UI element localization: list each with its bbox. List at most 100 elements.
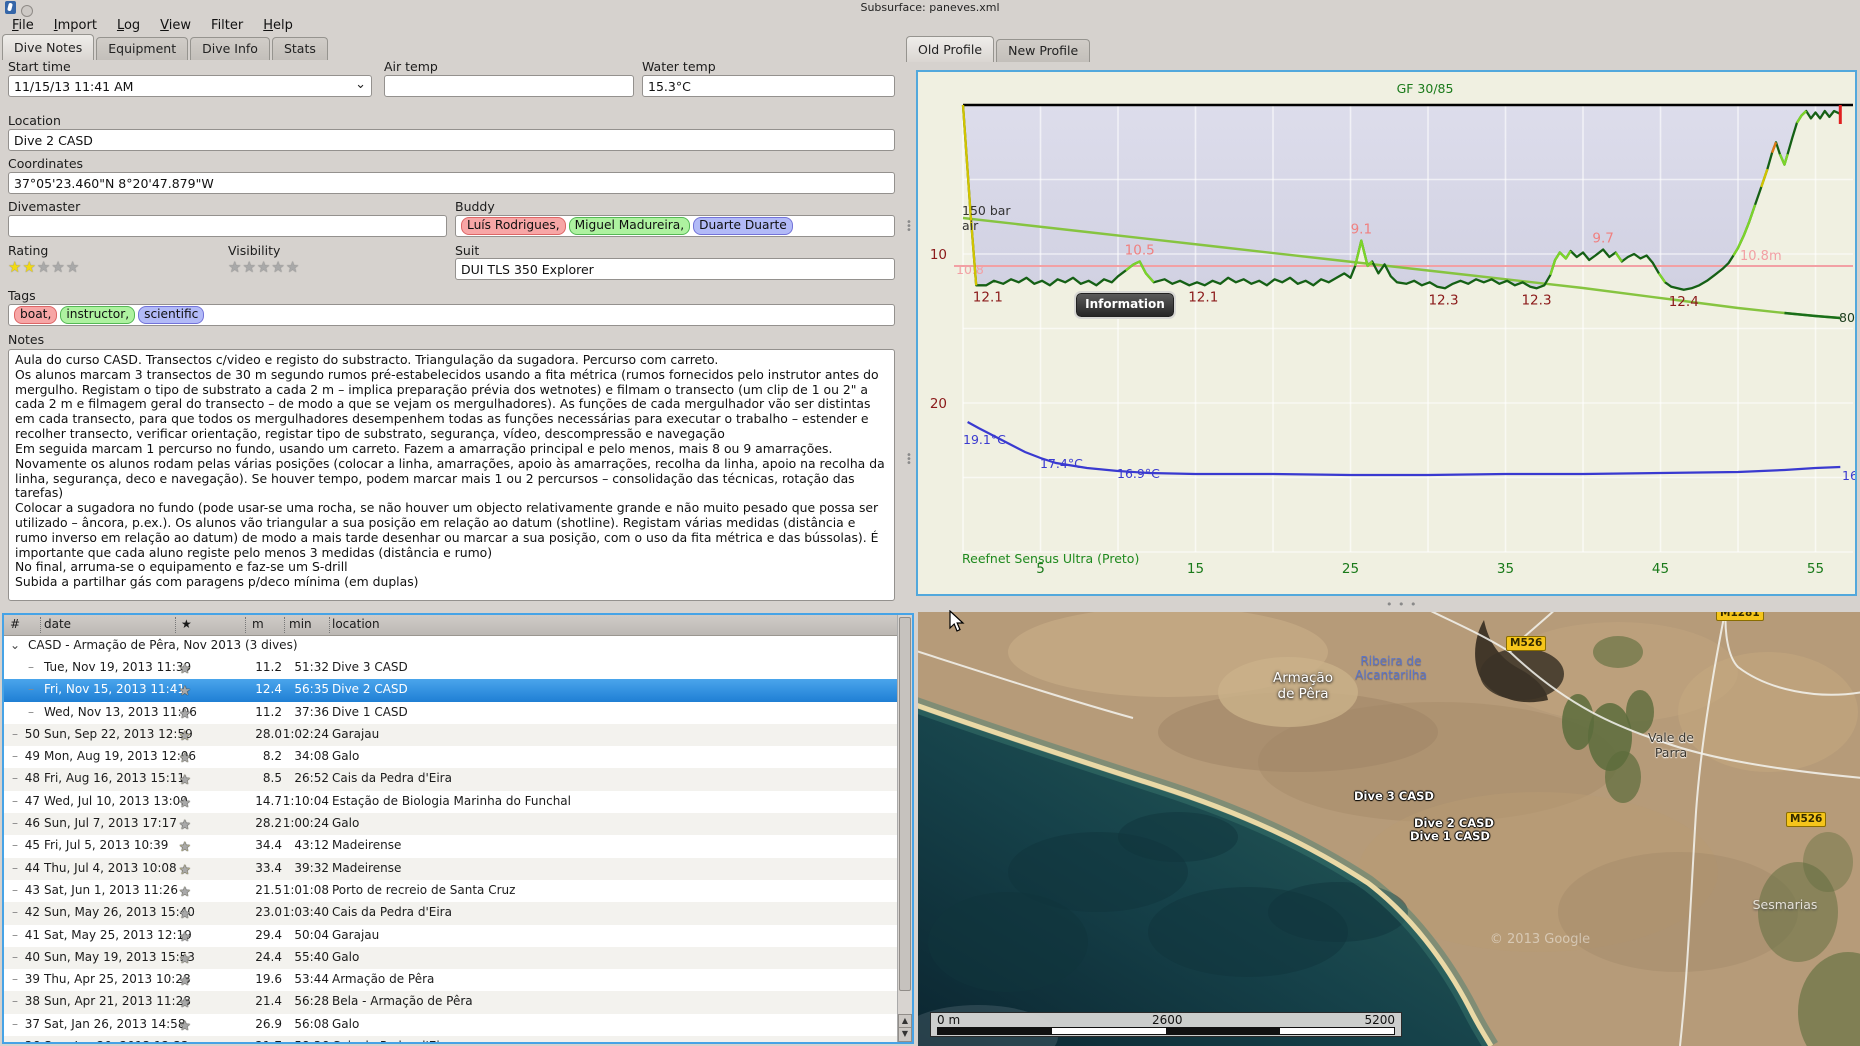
tree-branch: – <box>12 816 18 831</box>
dive-row[interactable]: –45 Fri, Jul 5, 2013 10:39 ★ ★ ★ ★ ★ 34.4 43:12 M… <box>4 835 912 857</box>
chip-miguel-madureira-[interactable]: Miguel Madureira, <box>568 217 691 235</box>
location-input[interactable]: Dive 2 CASD <box>8 129 895 151</box>
dive-profile-panel[interactable]: 10.8 GF 30/85 150 bar air 80 10.8m 10 20 5 15 25 35… <box>916 70 1857 596</box>
dive-row[interactable]: –44 Thu, Jul 4, 2013 10:08 ★ ★ ★ ★ ★ 33.4 39:32 M… <box>4 857 912 880</box>
tab-new-profile[interactable]: New Profile <box>996 39 1091 62</box>
menu-bar: File Import Log View Filter Help <box>2 16 303 36</box>
notes-textarea[interactable]: Aula do curso CASD. Transectos c/video e… <box>8 349 895 601</box>
dive-row[interactable]: –36Sun, Jan 20, 2013 12:33★★★★★21.758:36… <box>4 1036 912 1042</box>
column-header-m[interactable]: m <box>252 617 264 631</box>
dive-row[interactable]: –43 Sat, Jun 1, 2013 11:26 ★ ★ ★ ★ ★ 21.5 1:01:0… <box>4 880 912 902</box>
chip-scientific[interactable]: scientific <box>138 306 205 324</box>
dive-list[interactable]: # date ★ m min location ⌄ CASD - Armação de P… <box>2 613 914 1044</box>
dive-number: 44 <box>24 860 40 875</box>
suit-input[interactable]: DUI TLS 350 Explorer <box>455 258 895 280</box>
tab-dive-info[interactable]: Dive Info <box>190 37 270 60</box>
dive-row[interactable]: – Wed, Nov 13, 2013 11:06 ★ ★ ★ ★ ★ 11.2 37:36 Di… <box>4 702 912 724</box>
dive-number: 49 <box>24 749 40 764</box>
dive-site-map[interactable]: Armação de Pêra Ribeira de Alcantarilha Va… <box>918 612 1860 1046</box>
dive-list-scrollbar[interactable]: ▲ ▼ <box>897 615 912 1042</box>
dive-location: Madeirense <box>332 838 402 853</box>
dive-row[interactable]: –47 Wed, Jul 10, 2013 13:09 ★ ★ ★ ★ ★ 14.7 1:10:… <box>4 791 912 813</box>
dive-number: 47 <box>24 793 40 808</box>
menu-filter[interactable]: Filter <box>211 18 244 33</box>
menu-view[interactable]: View <box>160 18 192 33</box>
star-icon: ★ <box>179 751 191 767</box>
tab-stats[interactable]: Stats <box>271 37 328 60</box>
chip-luís-rodrigues-[interactable]: Luís Rodrigues, <box>461 217 566 235</box>
tags-input[interactable]: boat, instructor, scientific <box>8 304 895 326</box>
star-icon: ★ <box>179 907 191 923</box>
star-icon: ★ <box>179 773 191 789</box>
dive-row[interactable]: –42 Sun, May 26, 2013 15:40 ★ ★ ★ ★ ★ 23.0 1:03:… <box>4 902 912 925</box>
dive-depth: 11.2 <box>255 704 282 719</box>
expander-icon[interactable]: ⌄ <box>10 638 21 652</box>
column-header-min[interactable]: min <box>289 617 312 631</box>
dive-site-label: Dive 1 CASD <box>1410 829 1490 843</box>
dive-row[interactable]: –49 Mon, Aug 19, 2013 12:06 ★ ★ ★ ★ ★ 8.2 34:08 G… <box>4 746 912 768</box>
chevron-down-icon[interactable]: ⌄ <box>355 77 366 92</box>
scroll-down-button[interactable]: ▼ <box>898 1027 912 1042</box>
star-icon: ★ <box>179 884 191 900</box>
star-icon: ★ <box>179 1018 191 1034</box>
dive-rows: – Tue, Nov 19, 2013 11:39 ★ ★ ★ ★ ★ 11.2 51:32 Di… <box>4 657 912 1042</box>
column-header-location[interactable]: location <box>332 617 380 631</box>
chip-instructor-[interactable]: instructor, <box>60 306 136 324</box>
star-icon: ★ <box>179 1018 191 1034</box>
dive-row[interactable]: –41 Sat, May 25, 2013 12:19 ★ ★ ★ ★ ★ 29.4 50:04… <box>4 925 912 947</box>
menu-import[interactable]: Import <box>53 18 97 33</box>
air-temp-input[interactable] <box>384 75 634 97</box>
menu-help[interactable]: Help <box>263 18 293 33</box>
water-temp-input[interactable]: 15.3°C <box>642 75 895 97</box>
dive-row[interactable]: –46 Sun, Jul 7, 2013 17:17 ★ ★ ★ ★ ★ 28.2 1:00:2… <box>4 813 912 836</box>
dive-duration: 56:08 <box>294 1016 329 1031</box>
tab-old-profile[interactable]: Old Profile <box>906 36 995 62</box>
dive-row[interactable]: –38 Sun, Apr 21, 2013 11:28 ★ ★ ★ ★ ★ 21.4 56:28… <box>4 991 912 1014</box>
scrollbar-thumb[interactable] <box>899 617 911 991</box>
visibility-stars[interactable]: ★ ★ ★ ★ ★ <box>228 259 300 275</box>
column-header-date[interactable]: date <box>44 617 72 631</box>
profile-info-tooltip[interactable]: Information <box>1074 291 1176 319</box>
tab-dive-notes[interactable]: Dive Notes <box>2 34 95 60</box>
time-axis-tick: 15 <box>1187 561 1204 577</box>
dive-row[interactable]: – Tue, Nov 19, 2013 11:39 ★ ★ ★ ★ ★ 11.2 51:32 Di… <box>4 657 912 679</box>
dive-trip-row[interactable]: ⌄ CASD - Armação de Pêra, Nov 2013 (3 di… <box>4 636 912 657</box>
menu-file[interactable]: File <box>12 18 34 33</box>
scale-max: 5200 <box>1364 1013 1395 1027</box>
map-label: Armação de Pêra <box>1273 670 1333 702</box>
subsurface-app-icon <box>5 1 16 14</box>
buddy-input[interactable]: Luís Rodrigues, Miguel Madureira, Duarte D… <box>455 215 895 237</box>
star-icon: ★ <box>179 1018 191 1034</box>
gf-label: GF 30/85 <box>1397 81 1454 96</box>
menu-log[interactable]: Log <box>116 18 141 33</box>
dive-row[interactable]: –37 Sat, Jan 26, 2013 14:58 ★ ★ ★ ★ ★ 26.9 56:08… <box>4 1014 912 1036</box>
dive-date: Sun, May 19, 2013 15:53 <box>44 949 195 964</box>
dive-row[interactable]: –40 Sun, May 19, 2013 15:53 ★ ★ ★ ★ ★ 24.4 55:40… <box>4 946 912 970</box>
dive-depth: 21.5 <box>255 882 282 897</box>
coordinates-input[interactable]: 37°05'23.460"N 8°20'47.879"W <box>8 172 895 194</box>
dive-row[interactable]: –50 Sun, Sep 22, 2013 12:59 ★ ★ ★ ★ ★ 28.0 1:02:… <box>4 723 912 747</box>
tab-equipment[interactable]: Equipment <box>96 37 189 60</box>
column-header-#[interactable]: # <box>10 617 21 631</box>
star-icon: ★ <box>179 662 191 677</box>
depth-axis-tick: 10 <box>930 247 947 263</box>
dive-row[interactable]: –48 Fri, Aug 16, 2013 15:11 ★ ★ ★ ★ ★ 8.5 26:52 C… <box>4 768 912 791</box>
column-header-★[interactable]: ★ <box>181 617 192 631</box>
star-icon: ★ <box>179 728 191 744</box>
temperature-line <box>967 421 1841 477</box>
horizontal-splitter[interactable]: • • • <box>916 596 1860 612</box>
dive-row[interactable]: –39 Thu, Apr 25, 2013 10:28 ★ ★ ★ ★ ★ 19.6 53:44… <box>4 969 912 991</box>
dive-row[interactable]: – Fri, Nov 15, 2013 11:41 ★ ★ ★ ★ ★ 12.4 56:35 Di… <box>4 679 912 702</box>
divemaster-input[interactable] <box>8 215 447 237</box>
dive-number: 45 <box>24 838 40 853</box>
start-time-combo[interactable]: 11/15/13 11:41 AM ⌄ <box>8 75 372 97</box>
star-icon: ★ <box>179 795 191 811</box>
pressure-start-label: 150 bar <box>962 203 1011 218</box>
star-icon: ★ <box>179 951 191 967</box>
chip-duarte-duarte[interactable]: Duarte Duarte <box>693 217 793 235</box>
star-icon: ★ <box>179 706 191 722</box>
min-depth-label: 10.5 <box>1125 242 1155 258</box>
rating-stars[interactable]: ★ ★ ★ ★ ★ <box>8 259 80 275</box>
chip-boat-[interactable]: boat, <box>14 306 58 324</box>
dive-list-header[interactable]: # date ★ m min location <box>4 615 912 636</box>
